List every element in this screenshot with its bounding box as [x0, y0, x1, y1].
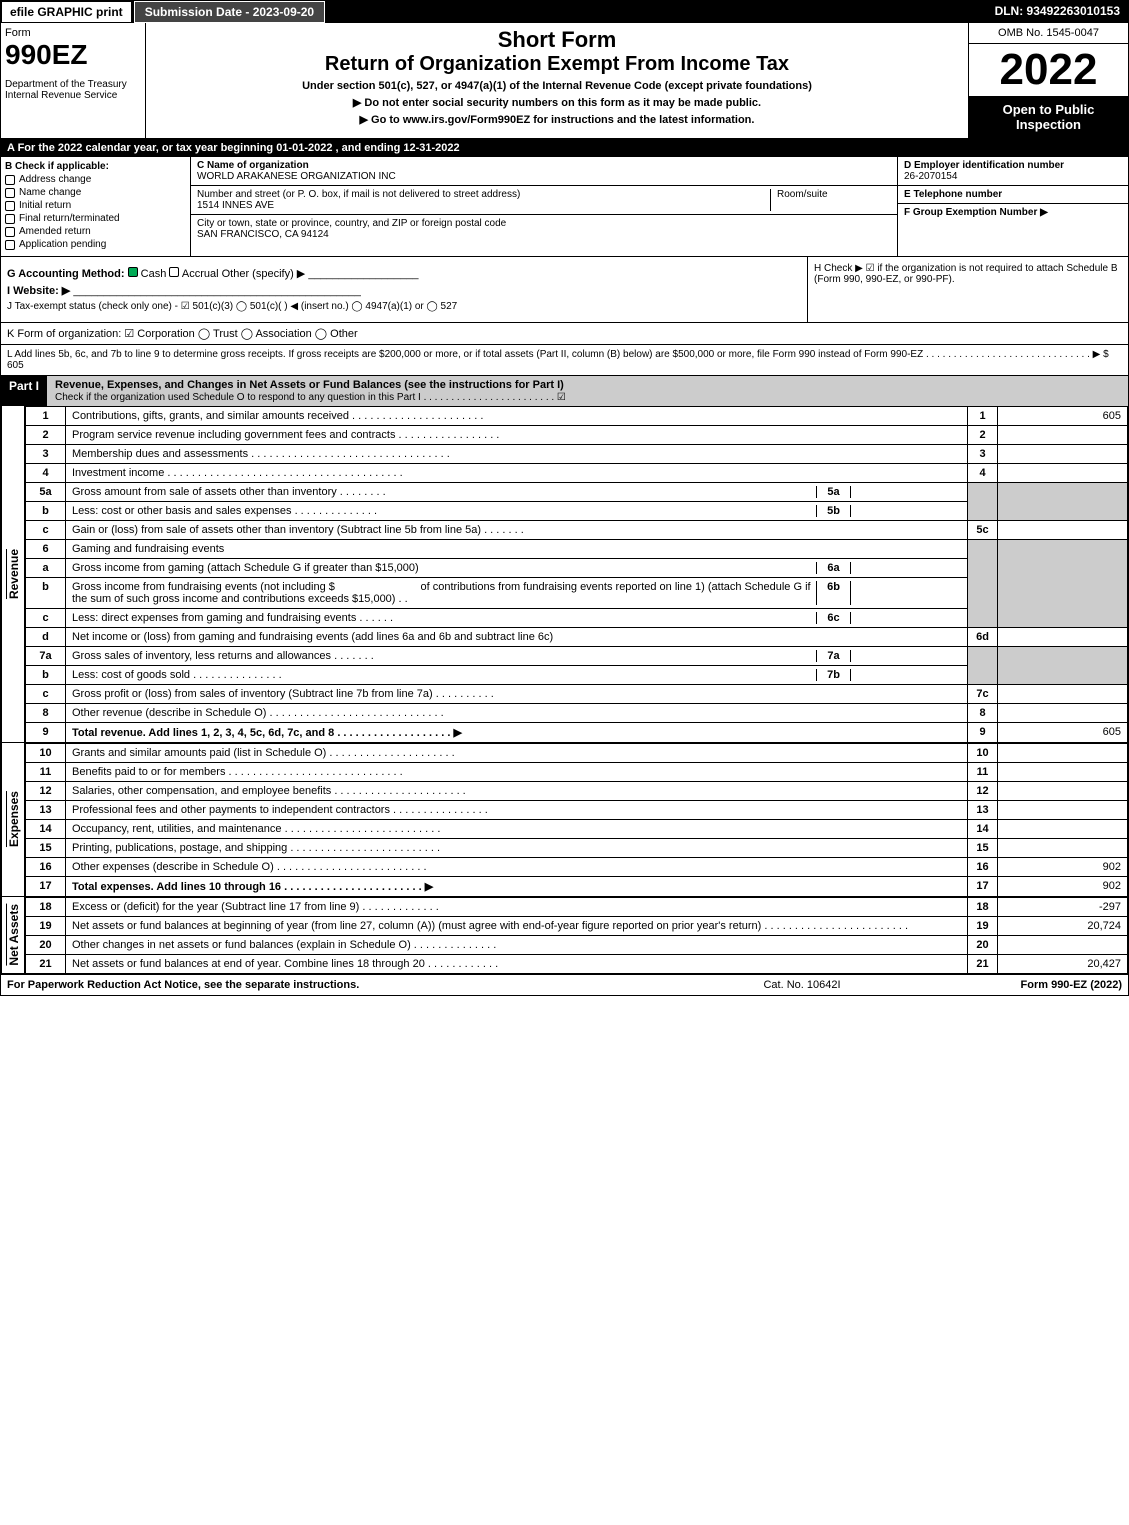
checkbox-app-pending[interactable] — [5, 240, 15, 250]
return-title: Return of Organization Exempt From Incom… — [150, 53, 964, 76]
line-9-amount: 605 — [998, 723, 1128, 743]
line-18-amount: -297 — [998, 898, 1128, 917]
footer-center: Cat. No. 10642I — [662, 979, 942, 991]
form-number: 990EZ — [5, 39, 141, 71]
cash-checkbox[interactable] — [128, 267, 138, 277]
line-16-amount: 902 — [998, 858, 1128, 877]
city-label: City or town, state or province, country… — [197, 218, 891, 229]
under-section: Under section 501(c), 527, or 4947(a)(1)… — [150, 80, 964, 92]
c-label: C Name of organization — [197, 160, 891, 171]
checkbox-initial-return[interactable] — [5, 201, 15, 211]
line-19-amount: 20,724 — [998, 917, 1128, 936]
dln: DLN: 93492263010153 — [987, 1, 1128, 23]
submission-date: Submission Date - 2023-09-20 — [134, 1, 325, 23]
open-public: Open to Public Inspection — [969, 96, 1128, 138]
efile-label: efile GRAPHIC print — [1, 1, 132, 23]
schedule-b-check: H Check ▶ ☑ if the organization is not r… — [814, 263, 1122, 285]
expenses-table: 10Grants and similar amounts paid (list … — [25, 743, 1128, 897]
irs-label: Internal Revenue Service — [5, 90, 141, 101]
tax-year: 2022 — [969, 44, 1128, 96]
part1-check: Check if the organization used Schedule … — [55, 392, 566, 403]
revenue-table: 1Contributions, gifts, grants, and simil… — [25, 406, 1128, 743]
line-21-amount: 20,427 — [998, 955, 1128, 974]
accounting-method: G Accounting Method: Cash Accrual Other … — [7, 267, 801, 280]
dept-treasury: Department of the Treasury — [5, 79, 141, 90]
form-label: Form — [5, 27, 141, 39]
addr-label: Number and street (or P. O. box, if mail… — [197, 189, 764, 200]
expenses-side-label: Expenses — [6, 791, 21, 847]
line-1-amount: 605 — [998, 407, 1128, 426]
part1-title: Revenue, Expenses, and Changes in Net As… — [55, 379, 564, 391]
omb-number: OMB No. 1545-0047 — [969, 23, 1128, 44]
footer-right: Form 990-EZ (2022) — [942, 979, 1122, 991]
org-name: WORLD ARAKANESE ORGANIZATION INC — [197, 171, 891, 182]
footer-left: For Paperwork Reduction Act Notice, see … — [7, 979, 662, 991]
city-value: SAN FRANCISCO, CA 94124 — [197, 229, 891, 240]
netassets-side-label: Net Assets — [6, 904, 21, 966]
e-label: E Telephone number — [904, 189, 1122, 200]
top-bar: efile GRAPHIC print Submission Date - 20… — [1, 1, 1128, 23]
website-field: I Website: ▶ ___________________________… — [7, 284, 801, 297]
short-form-title: Short Form — [150, 27, 964, 53]
part1-num: Part I — [1, 376, 47, 406]
checkbox-name-change[interactable] — [5, 188, 15, 198]
accrual-checkbox[interactable] — [169, 267, 179, 277]
k-line: K Form of organization: ☑ Corporation ◯ … — [1, 323, 1128, 345]
revenue-side-label: Revenue — [6, 549, 21, 599]
d-label: D Employer identification number — [904, 160, 1122, 171]
room-label: Room/suite — [771, 189, 891, 211]
form-header: Form 990EZ Department of the Treasury In… — [1, 23, 1128, 139]
tax-exempt-status: J Tax-exempt status (check only one) - ☑… — [7, 301, 801, 312]
goto-link[interactable]: ▶ Go to www.irs.gov/Form990EZ for instru… — [150, 113, 964, 126]
block-b-label: B Check if applicable: — [5, 161, 186, 172]
ssn-warning: ▶ Do not enter social security numbers o… — [150, 96, 964, 109]
checkbox-address-change[interactable] — [5, 175, 15, 185]
netassets-table: 18Excess or (deficit) for the year (Subt… — [25, 897, 1128, 974]
street-address: 1514 INNES AVE — [197, 200, 764, 211]
section-a: A For the 2022 calendar year, or tax yea… — [1, 139, 1128, 157]
checkbox-amended[interactable] — [5, 227, 15, 237]
checkbox-final-return[interactable] — [5, 214, 15, 224]
line-17-amount: 902 — [998, 877, 1128, 897]
ein: 26-2070154 — [904, 171, 1122, 182]
l-line: L Add lines 5b, 6c, and 7b to line 9 to … — [1, 345, 1128, 376]
f-label: F Group Exemption Number ▶ — [904, 207, 1122, 218]
